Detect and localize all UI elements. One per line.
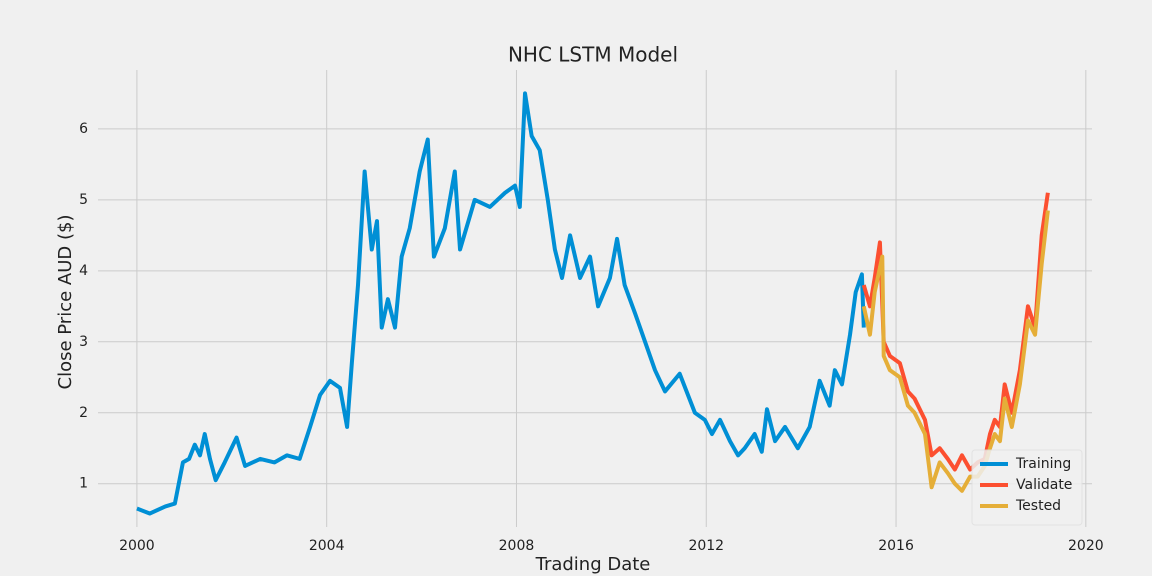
legend: Training Validate Tested: [971, 449, 1083, 526]
y-tick-label: 4: [79, 263, 88, 279]
y-tick-label: 2: [79, 405, 88, 421]
line-series: [136, 91, 866, 516]
y-tick-label: 5: [79, 192, 88, 208]
y-tick-label: 6: [79, 121, 88, 137]
x-tick-label: 2004: [309, 538, 345, 554]
line-series: [861, 210, 1050, 493]
y-tick-label: 1: [79, 476, 88, 492]
legend-label: Validate: [1016, 477, 1072, 493]
chart-title: NHC LSTM Model: [508, 43, 678, 67]
x-tick-label: 2008: [499, 538, 535, 554]
x-tick-label: 2000: [119, 538, 155, 554]
x-tick-label: 2012: [688, 538, 724, 554]
y-axis-label: Close Price AUD ($): [55, 215, 76, 390]
x-tick-label: 2016: [878, 538, 914, 554]
y-tick-label: 3: [79, 334, 88, 350]
x-axis-label: Trading Date: [535, 554, 651, 575]
line-series: [861, 192, 1050, 472]
legend-label: Training: [1015, 456, 1071, 472]
legend-label: Tested: [1015, 498, 1061, 514]
x-tick-label: 2020: [1068, 538, 1104, 554]
